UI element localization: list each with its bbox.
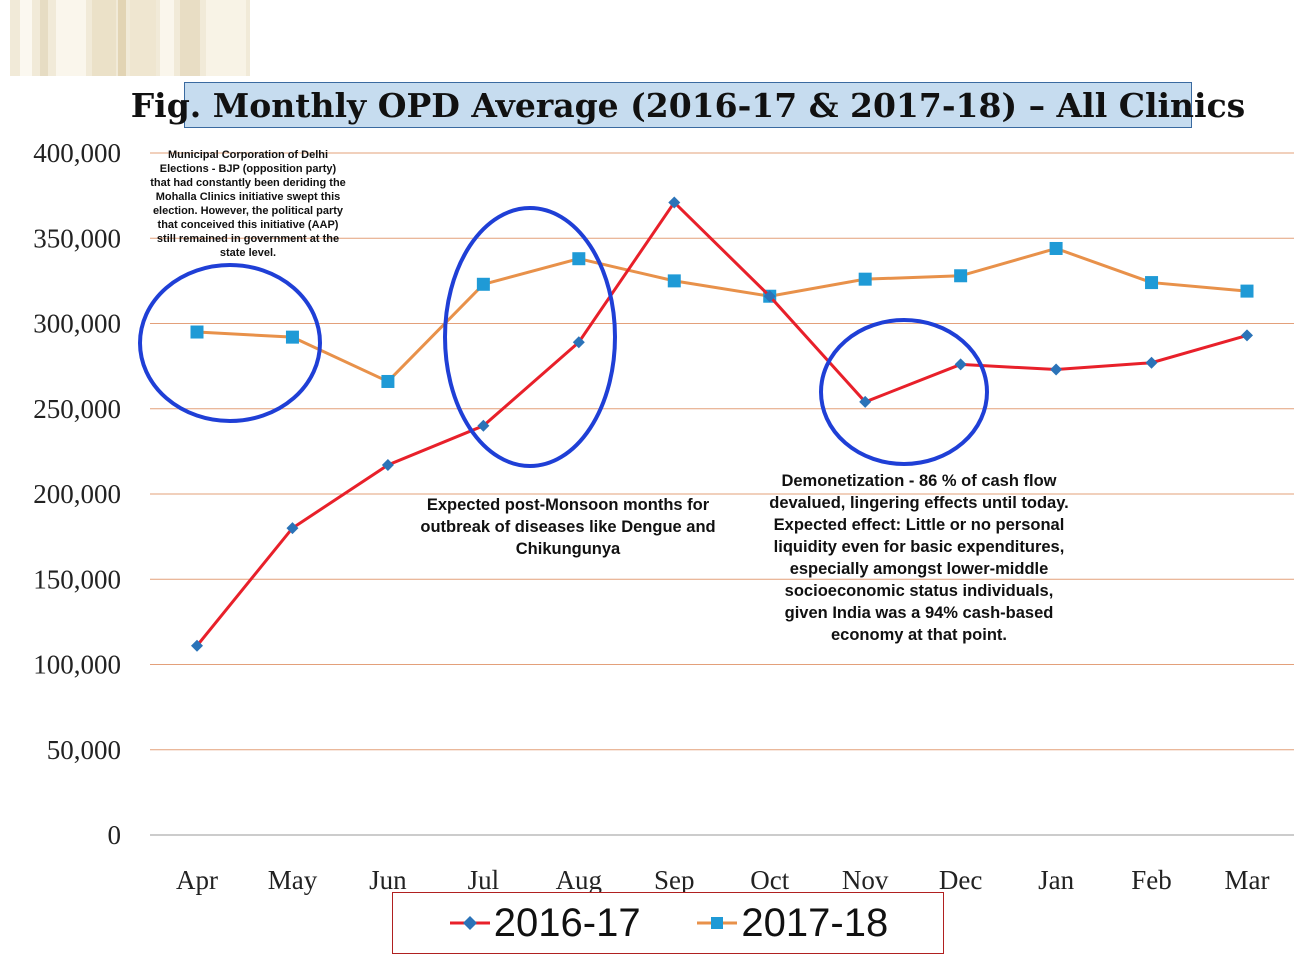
- circle-apr-may: [138, 263, 322, 423]
- data-point: [954, 269, 968, 283]
- data-point: [286, 522, 299, 535]
- x-tick-label: Aug: [556, 865, 603, 895]
- data-point: [668, 196, 681, 209]
- legend-line-square-icon: [697, 917, 738, 929]
- y-tick-label: 50,000: [47, 735, 121, 765]
- x-tick-label: Mar: [1225, 865, 1270, 895]
- corner-decoration: [10, 0, 250, 76]
- circle-jul-aug: [443, 206, 617, 468]
- legend-item-2017-18: 2017-18: [695, 901, 888, 946]
- x-tick-label: May: [268, 865, 318, 895]
- data-point: [858, 272, 872, 286]
- data-point: [285, 330, 299, 344]
- legend-line-diamond-icon: [449, 916, 490, 930]
- legend-label-2016-17: 2016-17: [493, 900, 641, 945]
- x-tick-label: Nov: [842, 865, 889, 895]
- data-point: [476, 277, 490, 291]
- y-tick-label: 400,000: [33, 138, 121, 168]
- x-tick-label: Jul: [468, 865, 500, 895]
- x-tick-label: Feb: [1131, 865, 1172, 895]
- x-tick-label: Apr: [176, 865, 218, 895]
- x-tick-label: Oct: [750, 865, 789, 895]
- circle-nov-dec: [819, 318, 989, 466]
- data-point: [572, 252, 586, 266]
- y-tick-label: 200,000: [33, 479, 121, 509]
- y-tick-label: 100,000: [33, 650, 121, 680]
- annotation-mcd-elections: Municipal Corporation of Delhi Elections…: [150, 149, 346, 259]
- data-point: [381, 374, 395, 388]
- y-tick-label: 300,000: [33, 309, 121, 339]
- data-point: [1145, 276, 1159, 290]
- data-point: [1240, 284, 1254, 298]
- data-point: [1145, 356, 1158, 369]
- gridlines: [150, 152, 1294, 836]
- data-point: [1241, 329, 1253, 342]
- data-point: [859, 395, 872, 408]
- series-2016-17: [191, 196, 1253, 652]
- series-line: [196, 246, 1248, 384]
- data-point: [381, 459, 394, 472]
- x-tick-label: Sep: [654, 865, 695, 895]
- x-tick-label: Jun: [369, 865, 407, 895]
- data-point: [667, 274, 681, 288]
- annotation-demonetization: Demonetization - 86 % of cash flow deval…: [769, 472, 1069, 644]
- legend-label-2017-18: 2017-18: [741, 900, 889, 945]
- series-lines: [190, 196, 1254, 652]
- data-point: [954, 358, 967, 371]
- series-2017-18: [190, 241, 1254, 388]
- chart-title: Fig. Monthly OPD Average (2016-17 & 2017…: [131, 82, 1245, 128]
- y-tick-label: 150,000: [33, 564, 121, 594]
- x-tick-label: Dec: [939, 865, 982, 895]
- data-point: [190, 325, 204, 339]
- data-point: [1049, 241, 1063, 255]
- y-tick-label: 0: [108, 820, 122, 850]
- y-axis-ticks: 0 50,000 100,000 150,000 200,000 250,000 300,0…: [33, 138, 121, 850]
- x-tick-label: Jan: [1038, 865, 1074, 895]
- data-point: [763, 290, 776, 303]
- x-axis-ticks: Apr May Jun Jul Aug Sep Oct Nov Dec Jan Feb Mar: [176, 865, 1269, 895]
- data-point: [477, 419, 490, 432]
- data-point: [1050, 363, 1063, 376]
- data-point: [191, 639, 203, 652]
- data-point: [572, 336, 585, 349]
- series-line: [195, 200, 1248, 647]
- legend-item-2016-17: 2016-17: [448, 901, 641, 946]
- y-tick-label: 250,000: [33, 394, 121, 424]
- legend: 2016-17 2017-18: [392, 892, 944, 954]
- y-tick-label: 350,000: [33, 223, 121, 253]
- highlight-circles: [138, 206, 989, 468]
- annotation-monsoon: Expected post-Monsoon months for outbrea…: [420, 496, 716, 558]
